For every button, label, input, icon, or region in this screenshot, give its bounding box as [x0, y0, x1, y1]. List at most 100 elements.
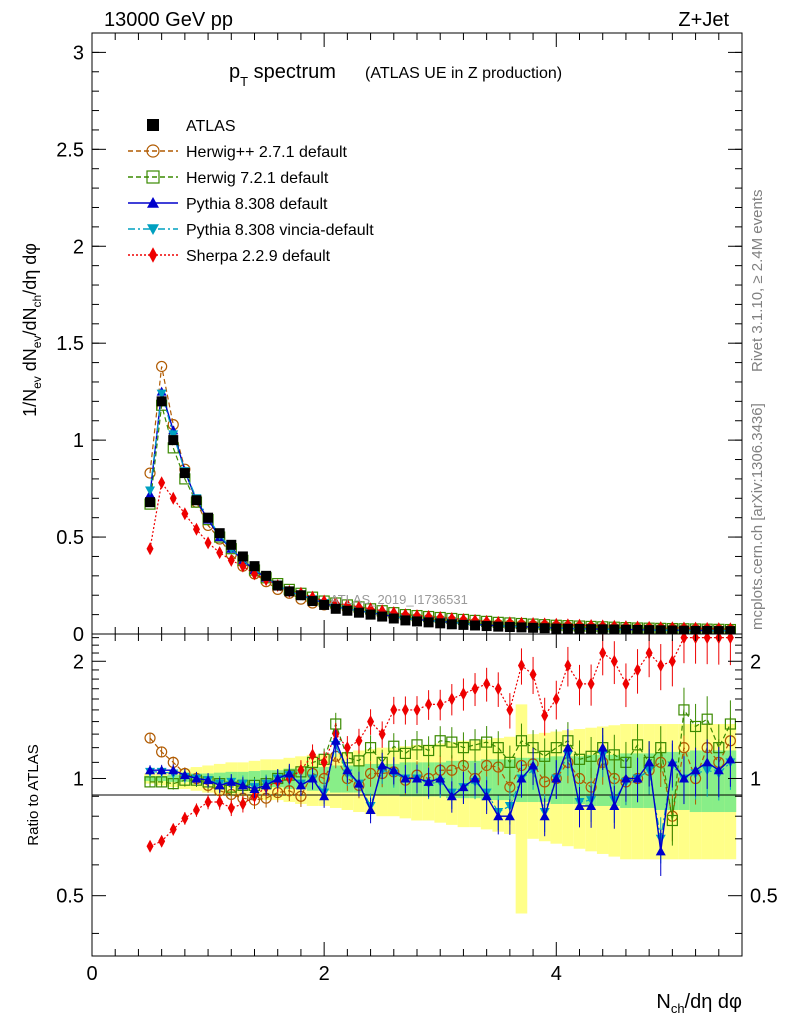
- ratio-point: [689, 720, 702, 733]
- ratio-point: [504, 756, 516, 768]
- data-point: [158, 476, 166, 490]
- series-sherpa-2-2-9-default: [146, 476, 734, 634]
- ratio-point: [702, 757, 713, 767]
- ratio-point: [297, 763, 305, 777]
- main-y-axis-label: 1/Nev dNev/dNch/dη dφ: [20, 243, 44, 417]
- ratio-point: [412, 773, 422, 783]
- ratio-point: [156, 765, 167, 775]
- data-point: [446, 619, 457, 630]
- ratio-point: [678, 704, 690, 716]
- chart-title: pT spectrum: [229, 61, 336, 89]
- ratio-point: [608, 749, 620, 761]
- ratio-point: [388, 740, 400, 752]
- legend-label: ATLAS: [186, 118, 236, 135]
- ratio-point: [657, 659, 665, 673]
- ratio-point: [620, 773, 631, 783]
- ratio-point: [587, 677, 595, 691]
- ratio-point: [237, 780, 248, 790]
- ratio-point: [678, 773, 689, 783]
- ratio-point: [469, 739, 481, 751]
- total-uncertainty-band: [515, 704, 528, 914]
- data-point: [470, 620, 481, 631]
- data-point: [528, 622, 539, 633]
- ratio-point: [644, 757, 655, 767]
- ratio-point: [550, 742, 562, 754]
- ratio-point: [367, 715, 375, 729]
- data-point: [423, 617, 434, 628]
- ratio-point: [284, 768, 295, 778]
- legend-entry-sherpa-2-2-9-default: Sherpa 2.2.9 default: [128, 247, 331, 265]
- analysis-watermark: ATLAS_2019_I1736531: [330, 592, 468, 607]
- ratio-point: [516, 773, 527, 783]
- ratio-point: [239, 797, 247, 811]
- ratio-point: [483, 677, 491, 691]
- ratio-point: [610, 654, 618, 668]
- data-point: [146, 542, 154, 556]
- data-point: [539, 623, 550, 634]
- ratio-ticks: 0.5 0.5 1 1 2 2 0 2 4: [56, 634, 778, 985]
- ratio-point: [667, 757, 678, 767]
- ratio-point: [586, 800, 597, 810]
- ratio-point: [435, 773, 446, 783]
- data-point: [272, 580, 283, 591]
- ratio-point: [307, 773, 318, 783]
- data-point: [377, 611, 388, 622]
- ratio-point: [493, 811, 504, 821]
- data-point: [319, 599, 330, 610]
- data-point: [365, 609, 376, 620]
- legend-marker: [147, 119, 159, 131]
- legend-entry-pythia-8-308-default: Pythia 8.308 default: [128, 196, 328, 213]
- ratio-point: [562, 742, 573, 752]
- y-tick-label: 0.5: [56, 527, 84, 549]
- ratio-point: [446, 791, 457, 801]
- ratio-point: [353, 755, 365, 767]
- ratio-point: [365, 804, 376, 814]
- ratio-point: [599, 646, 607, 660]
- ratio-series-layer: [144, 634, 736, 876]
- y-tick-label: 1.5: [56, 333, 84, 355]
- data-point: [609, 624, 620, 634]
- ratio-point: [423, 744, 435, 757]
- legend-marker: [147, 197, 159, 208]
- legend-entry-herwig-2-7-1-default: Herwig++ 2.7.1 default: [128, 144, 348, 161]
- ratio-point: [446, 764, 458, 776]
- ratio-y-axis-label: Ratio to ATLAS: [25, 744, 42, 845]
- ratio-y-tick-label: 0.5: [56, 886, 84, 908]
- ratio-point: [726, 634, 734, 645]
- data-point: [169, 491, 177, 505]
- ratio-point: [390, 703, 398, 717]
- ratio-point: [609, 800, 620, 810]
- y-tick-label: 1: [73, 430, 84, 452]
- data-point: [667, 625, 678, 634]
- ratio-point: [504, 811, 515, 821]
- ratio-point: [690, 765, 701, 775]
- mcplots-label: mcplots.cern.ch [arXiv:1306.3436]: [749, 403, 766, 630]
- rivet-label: Rivet 3.1.10, ≥ 2.4M events: [749, 190, 766, 373]
- data-point: [725, 626, 736, 634]
- data-point: [204, 536, 212, 550]
- data-point: [216, 546, 224, 560]
- ratio-point: [261, 780, 272, 790]
- data-point: [239, 559, 247, 573]
- ratio-y-tick-label-right: 0.5: [750, 886, 778, 908]
- ratio-point: [145, 765, 156, 775]
- ratio-series-sherpa-2-2-9-default: [146, 634, 734, 853]
- ratio-y-tick-label-right: 1: [750, 768, 761, 790]
- main-y-ticks: 0 0.5 1 1.5 2 2.5 3: [56, 33, 742, 646]
- ratio-point: [400, 773, 411, 783]
- ratio-point: [494, 682, 502, 696]
- ratio-point: [701, 713, 713, 725]
- ratio-point: [564, 659, 572, 673]
- ratio-point: [597, 742, 608, 752]
- chart-title-note: (ATLAS UE in Z production): [365, 65, 562, 82]
- data-point: [191, 495, 202, 506]
- data-point: [690, 625, 701, 634]
- ratio-point: [413, 703, 421, 717]
- legend-entry-pythia-8-308-vincia-default: Pythia 8.308 vincia-default: [128, 222, 374, 239]
- data-point: [400, 615, 411, 626]
- data-point: [181, 507, 189, 521]
- legend-marker: [146, 144, 160, 158]
- ratio-point: [713, 765, 724, 775]
- legend-entry-herwig-7-2-1-default: Herwig 7.2.1 default: [128, 170, 329, 187]
- ratio-point: [458, 782, 469, 792]
